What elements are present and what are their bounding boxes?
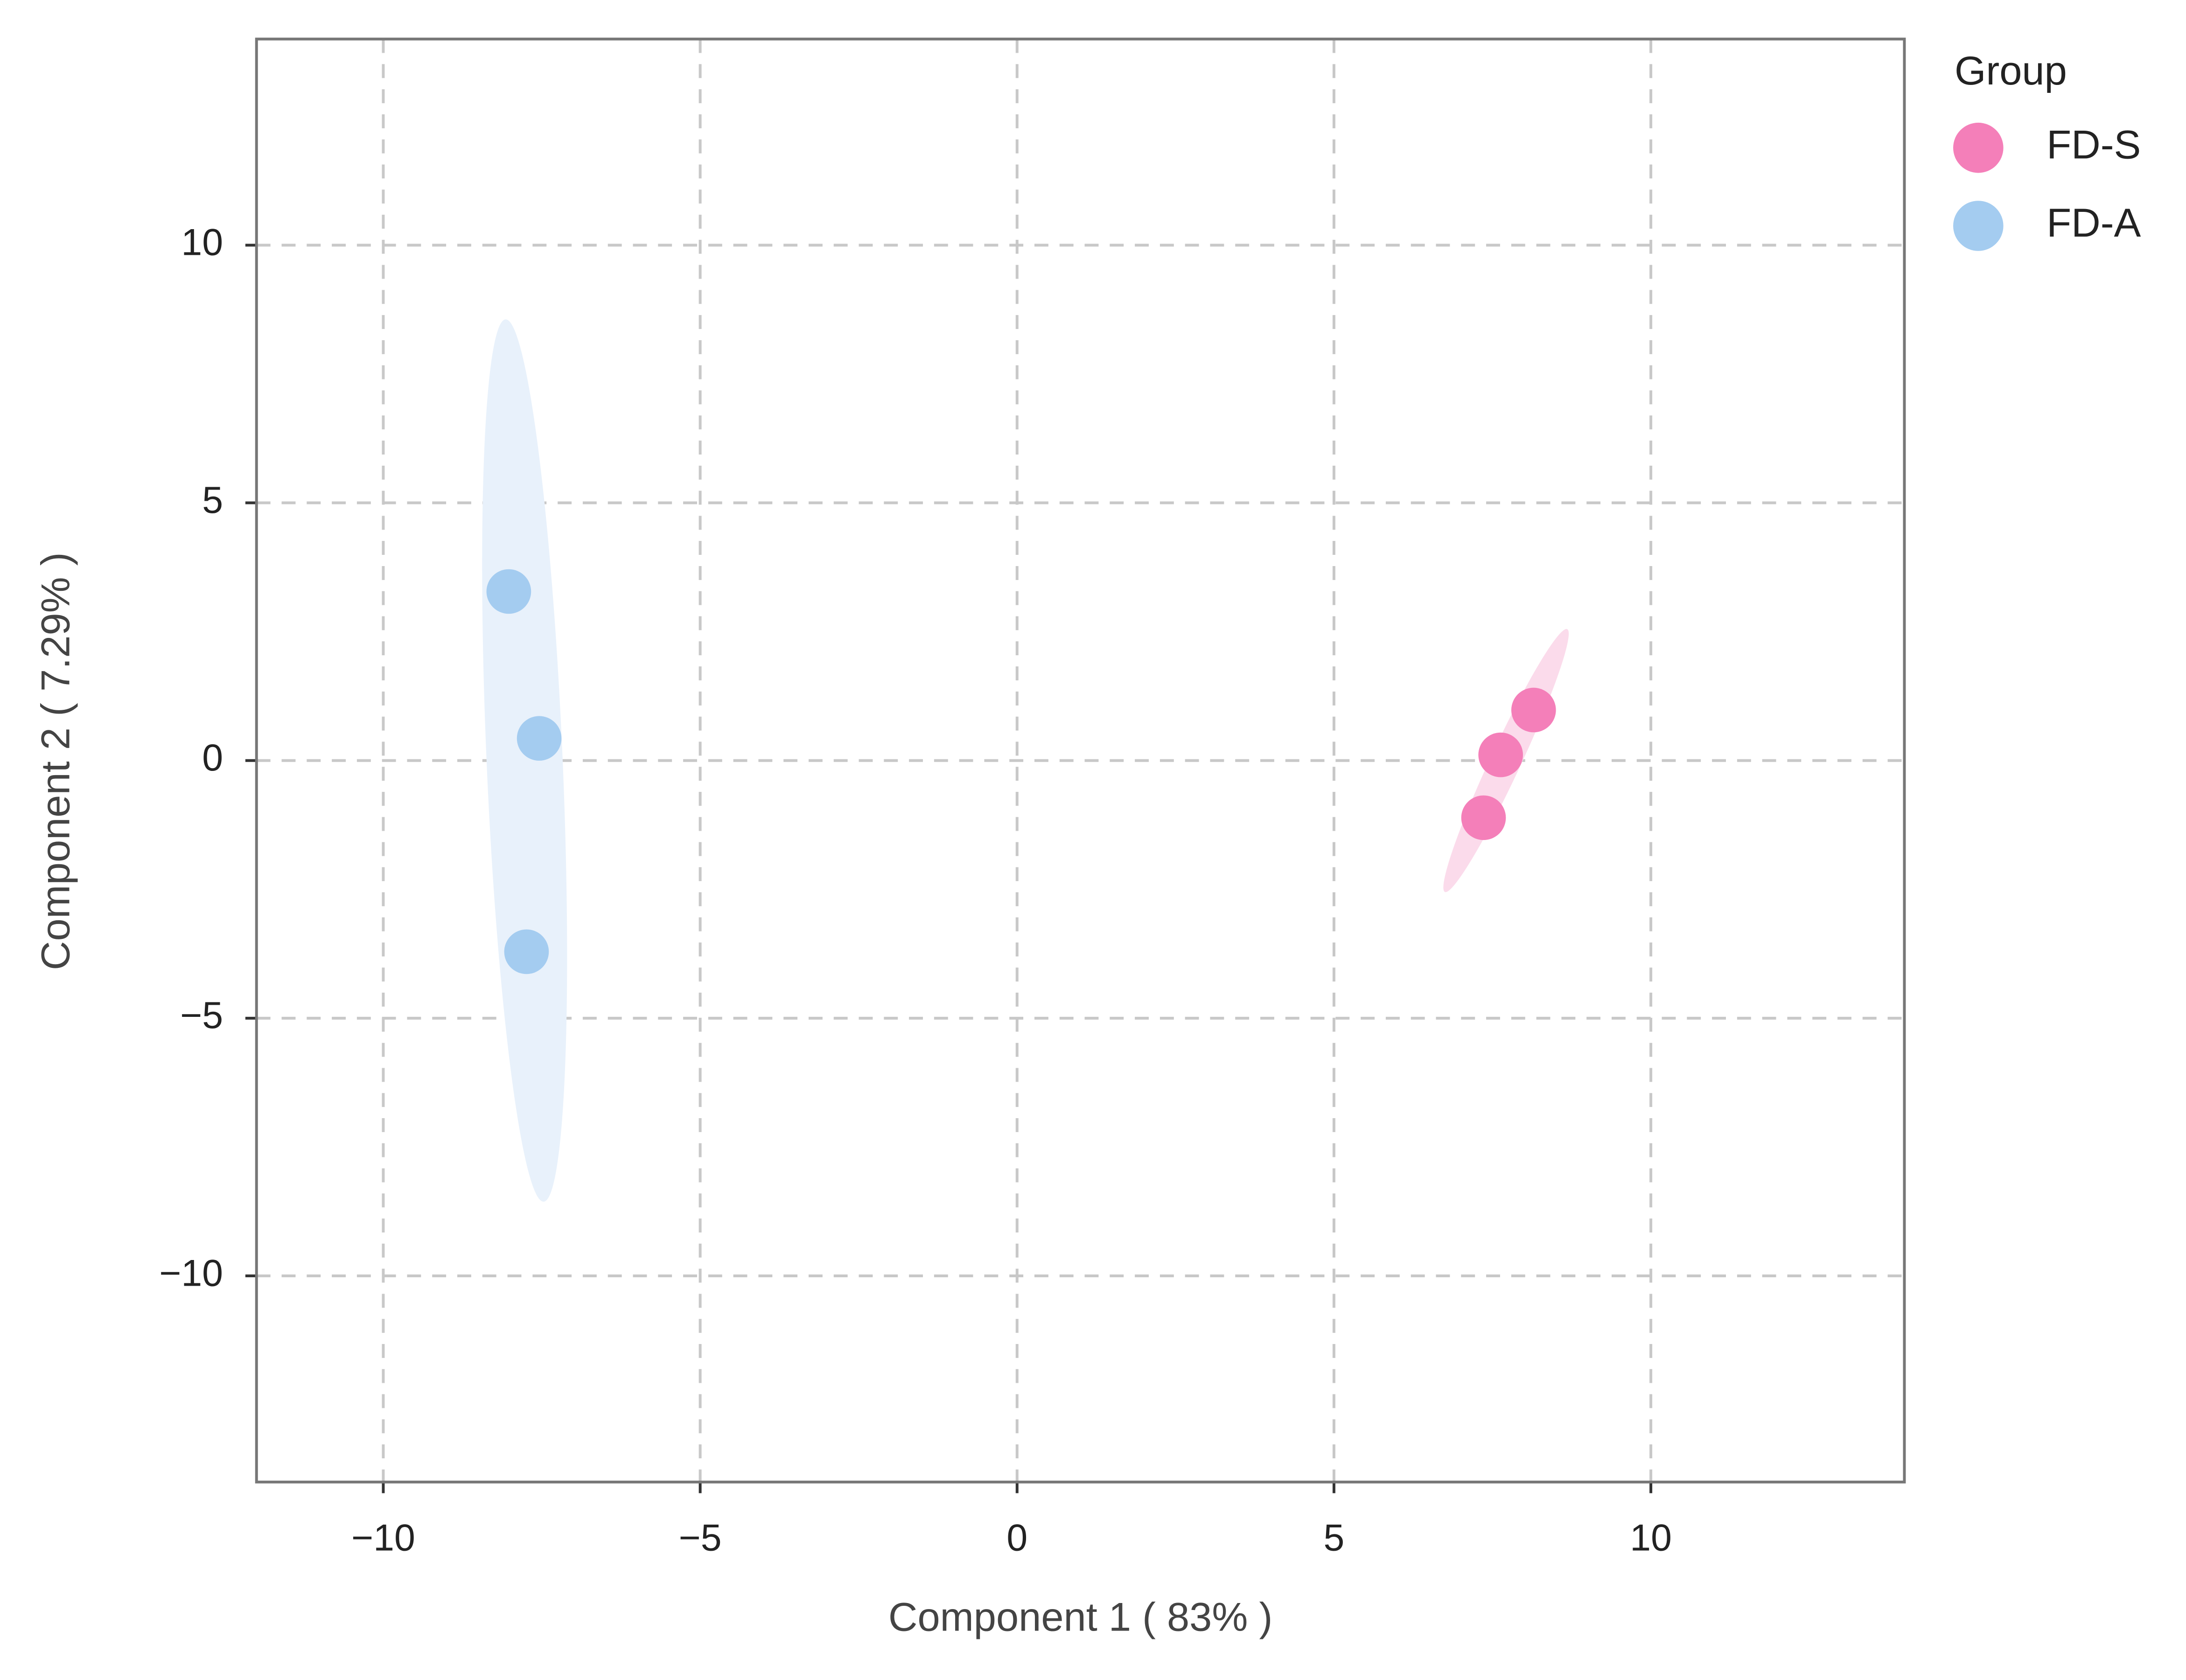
x-tick-label: 0 <box>1006 1517 1027 1559</box>
x-tick-label: −5 <box>679 1517 722 1559</box>
point <box>1511 687 1556 733</box>
legend-marker <box>1953 122 2004 173</box>
y-tick-label: −10 <box>159 1252 223 1294</box>
plot-area <box>256 39 1905 1482</box>
confidence-ellipse <box>482 319 567 1202</box>
legend-label: FD-S <box>2046 123 2141 168</box>
plot-border <box>255 37 1906 1484</box>
legend-label: FD-A <box>2046 201 2141 245</box>
point <box>486 569 531 614</box>
y-tick-label: 0 <box>202 737 223 779</box>
point <box>1461 795 1506 840</box>
point <box>517 716 562 761</box>
legend-title: Group <box>1955 49 2067 93</box>
x-axis-title: Component 1 ( 83% ) <box>888 1595 1272 1639</box>
x-tick-label: 10 <box>1630 1517 1672 1559</box>
legend-marker <box>1953 201 2004 251</box>
point <box>1478 732 1523 777</box>
y-axis-title: Component 2 ( 7.29% ) <box>33 552 78 970</box>
y-tick-label: −5 <box>180 994 223 1036</box>
x-tick-label: 5 <box>1324 1517 1345 1559</box>
y-tick-label: 10 <box>181 222 223 264</box>
point <box>504 929 549 974</box>
x-tick-label: −10 <box>351 1517 415 1559</box>
y-tick-label: 5 <box>202 479 223 521</box>
